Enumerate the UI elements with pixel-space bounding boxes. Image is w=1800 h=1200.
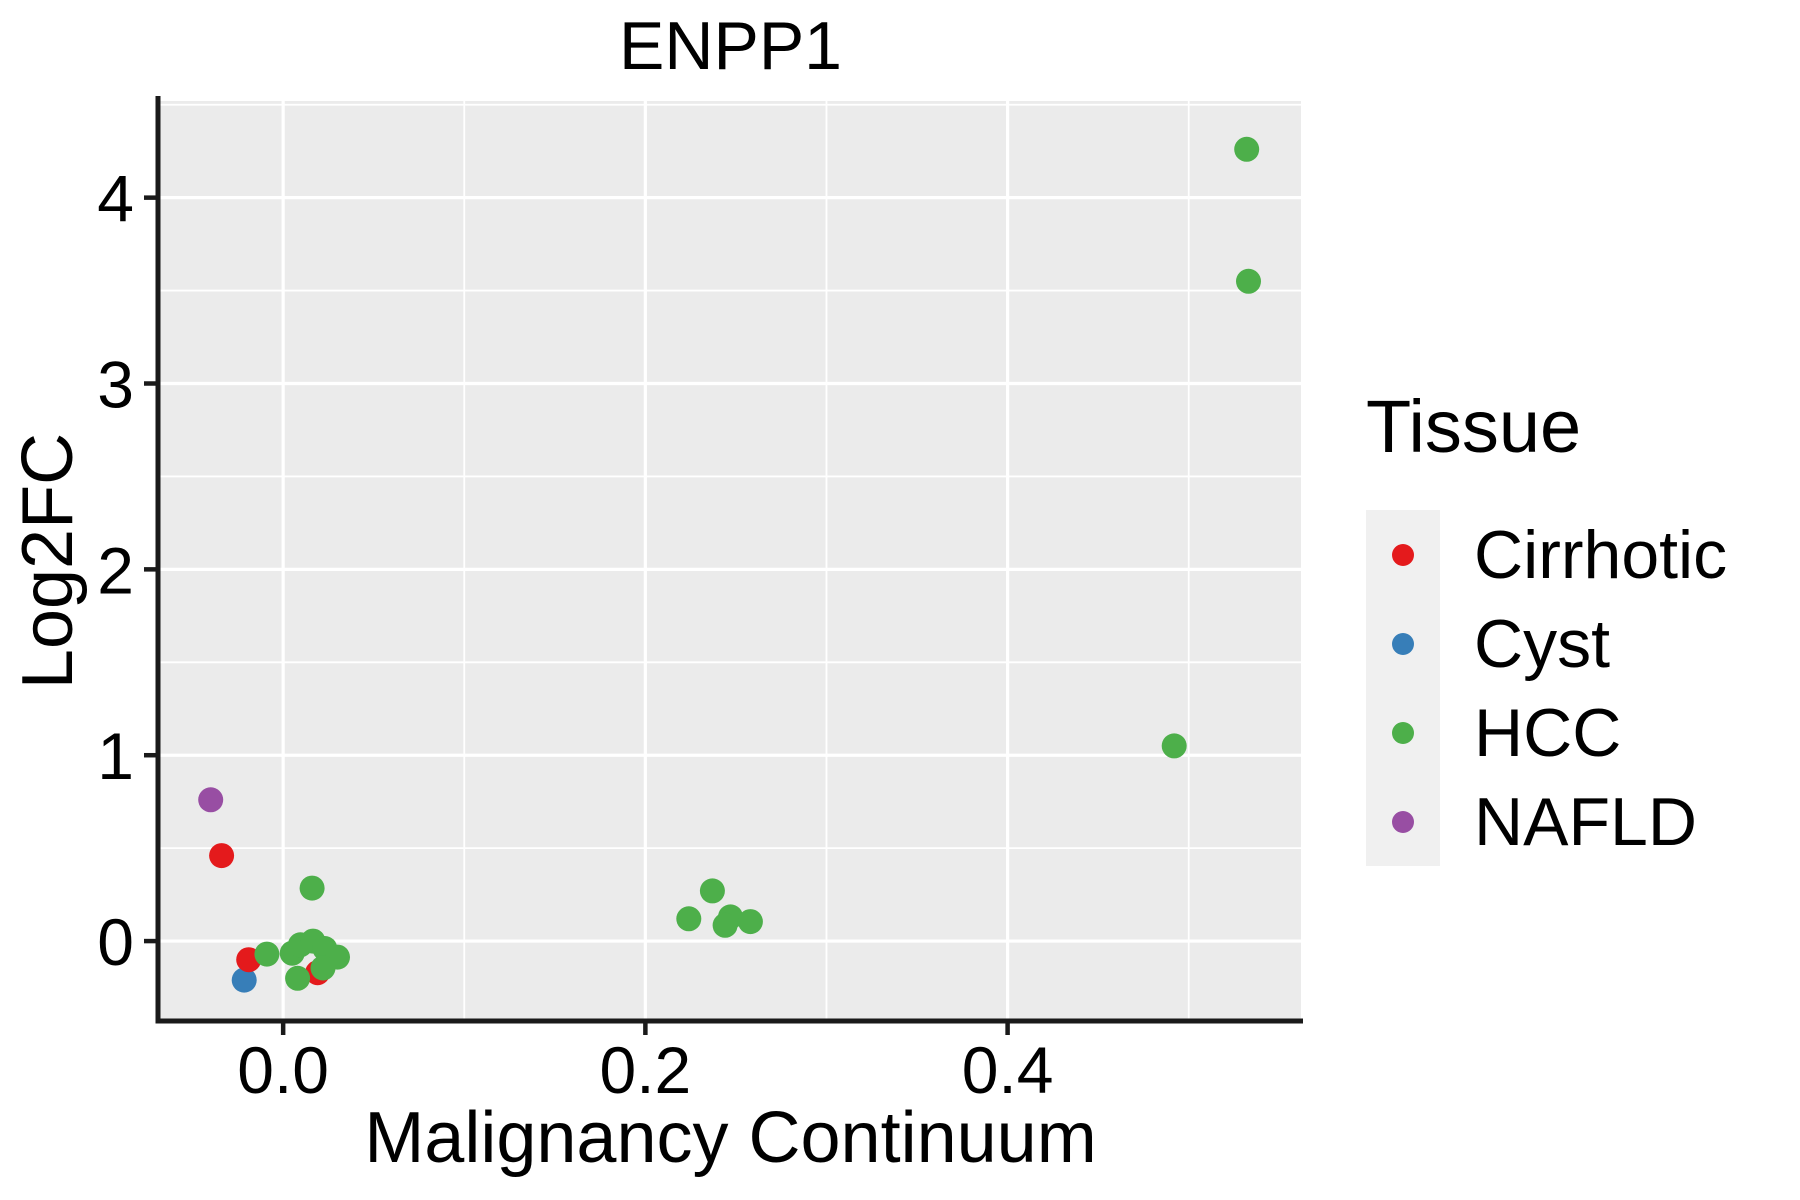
legend-swatch-icon xyxy=(1392,543,1414,566)
data-point xyxy=(254,941,280,967)
y-tick-label: 1 xyxy=(97,719,134,793)
legend: Tissue Cirrhotic Cyst HCC NAFLD xyxy=(1366,388,1727,866)
legend-items: Cirrhotic Cyst HCC NAFLD xyxy=(1366,510,1727,866)
y-tick-label: 2 xyxy=(97,533,134,607)
legend-item: Cyst xyxy=(1366,599,1727,688)
y-axis-title-text: Log2FC xyxy=(8,432,88,690)
x-tick-label: 0.0 xyxy=(237,1033,329,1107)
data-point xyxy=(231,967,257,993)
legend-swatch-icon xyxy=(1392,721,1414,744)
legend-key xyxy=(1366,777,1440,866)
legend-item: HCC xyxy=(1366,688,1727,777)
data-point xyxy=(737,909,763,935)
legend-item-label: HCC xyxy=(1474,694,1622,771)
data-point xyxy=(209,843,235,869)
y-tick-label: 3 xyxy=(97,348,134,422)
legend-item-label: NAFLD xyxy=(1474,783,1697,860)
y-tick-label: 4 xyxy=(97,162,134,236)
legend-swatch-icon xyxy=(1392,632,1414,655)
chart-title: ENPP1 xyxy=(619,8,842,84)
y-tick-label: 0 xyxy=(97,905,134,979)
data-point xyxy=(285,965,311,991)
panel-background xyxy=(160,101,1301,1021)
x-axis-title: Malignancy Continuum xyxy=(364,1098,1097,1178)
data-point xyxy=(1161,733,1187,759)
legend-key xyxy=(1366,599,1440,688)
data-point xyxy=(712,912,738,938)
legend-key xyxy=(1366,688,1440,777)
legend-item-label: Cyst xyxy=(1474,605,1610,682)
data-point xyxy=(198,787,224,813)
legend-swatch-icon xyxy=(1392,810,1414,833)
legend-key xyxy=(1366,510,1440,599)
legend-item: NAFLD xyxy=(1366,777,1727,866)
data-point xyxy=(310,955,336,981)
data-point xyxy=(676,906,702,932)
data-point xyxy=(299,875,325,901)
x-tick-label: 0.4 xyxy=(962,1033,1054,1107)
x-tick-label: 0.2 xyxy=(600,1033,692,1107)
data-point xyxy=(1236,268,1261,294)
legend-item-label: Cirrhotic xyxy=(1474,516,1728,593)
data-point xyxy=(1234,136,1260,162)
data-point xyxy=(699,878,725,904)
legend-item: Cirrhotic xyxy=(1366,510,1727,599)
legend-title: Tissue xyxy=(1366,385,1582,468)
